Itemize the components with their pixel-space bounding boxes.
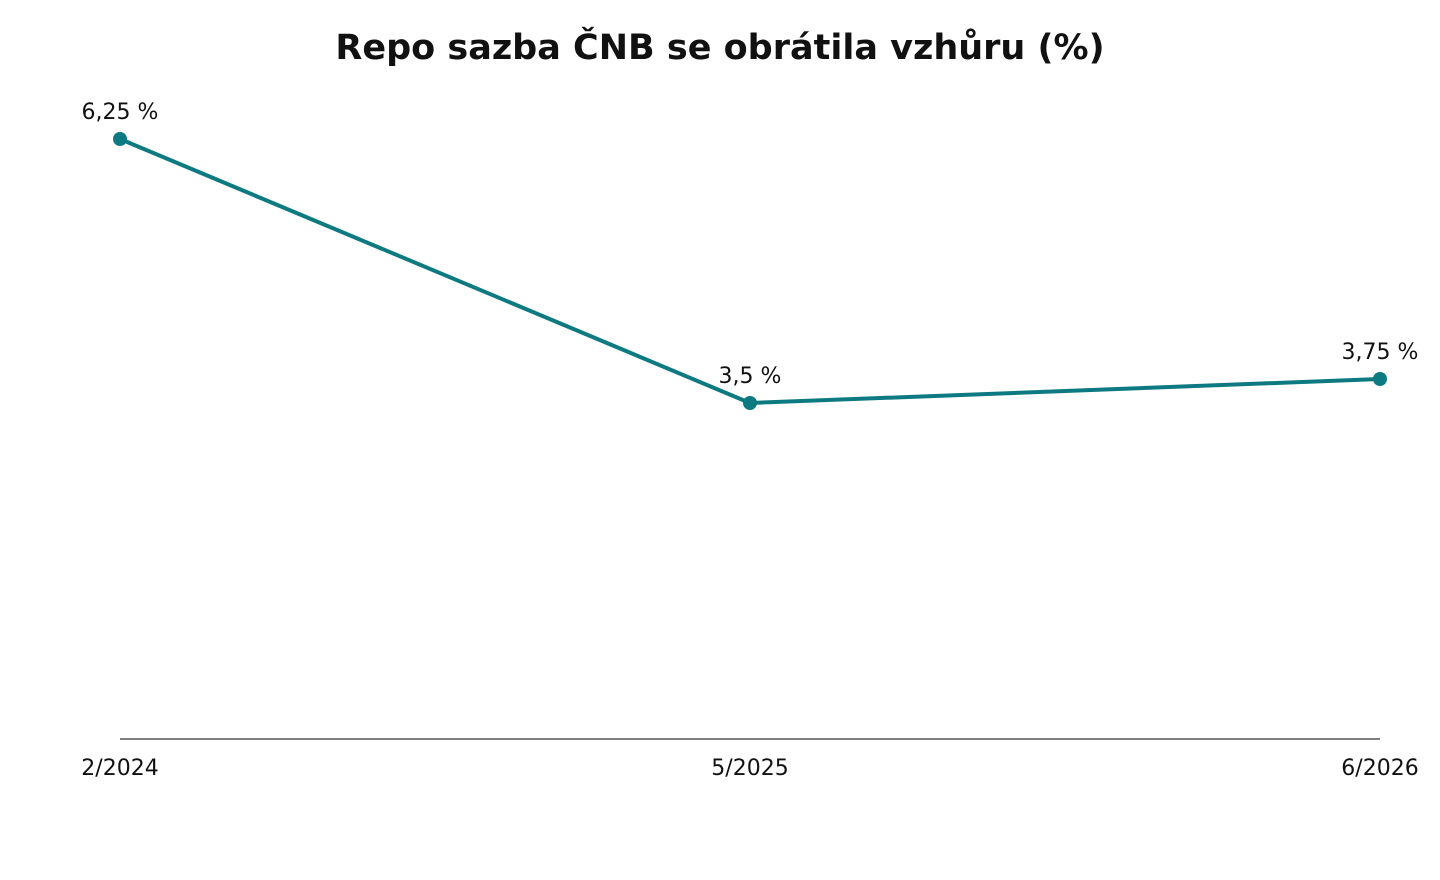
data-label: 3,5 % (719, 364, 782, 389)
x-tick-label: 5/2025 (711, 756, 788, 781)
chart-title: Repo sazba ČNB se obrátila vzhůru (%) (335, 28, 1105, 68)
data-point (113, 132, 127, 146)
x-tick-label: 2/2024 (81, 756, 158, 781)
data-point (743, 396, 757, 410)
data-label: 3,75 % (1342, 340, 1419, 365)
data-point (1373, 372, 1387, 386)
data-label: 6,25 % (82, 100, 159, 125)
x-tick-label: 6/2026 (1341, 756, 1418, 781)
